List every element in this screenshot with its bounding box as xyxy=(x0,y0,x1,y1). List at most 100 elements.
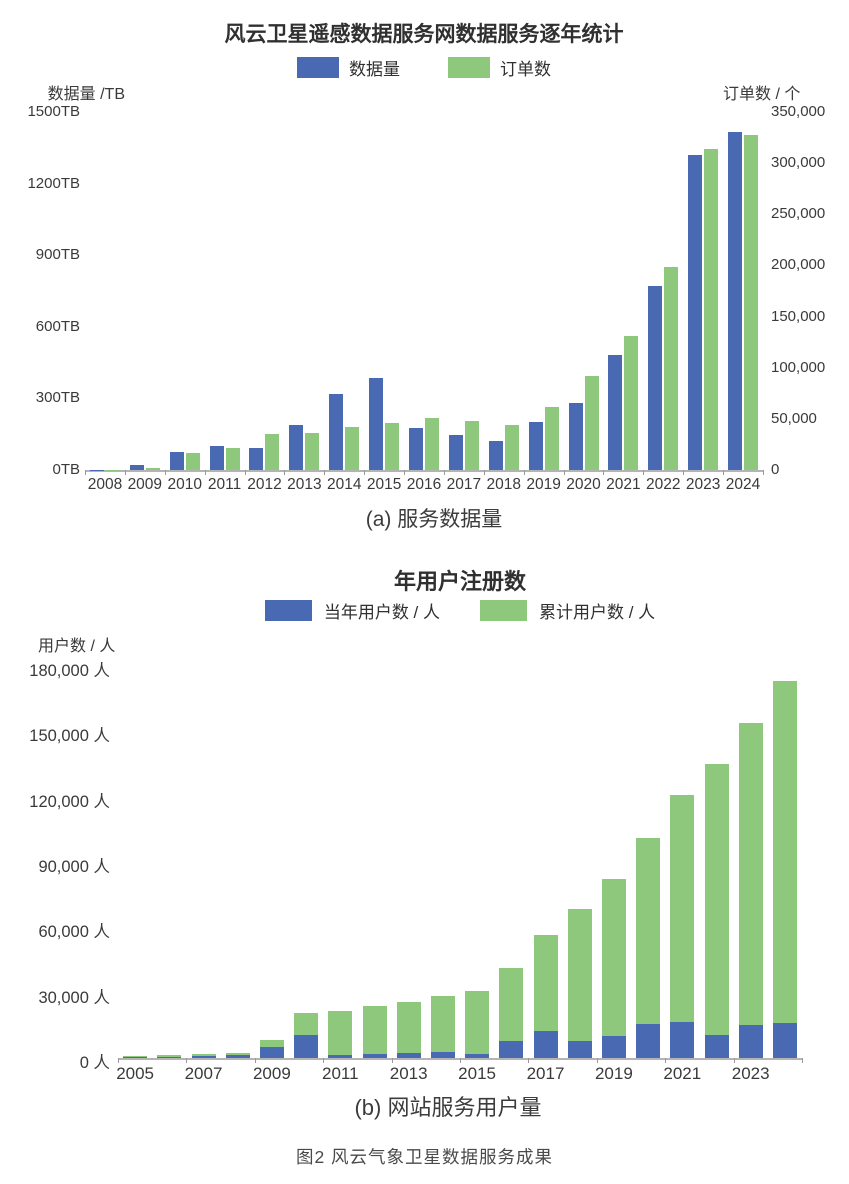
y-tick-label: 150,000 人 xyxy=(29,727,110,746)
bar-orders-2013 xyxy=(305,432,320,470)
bar-data-volume-2024 xyxy=(728,132,743,470)
bar-data-volume-2021 xyxy=(608,355,623,470)
chart-a-plot-area xyxy=(85,112,763,472)
x-axis-label: 2005 xyxy=(116,1064,155,1083)
y-tick-label: 100,000 xyxy=(771,358,826,376)
x-axis-label: 2009 xyxy=(252,1064,291,1083)
figure-caption: 图2 风云气象卫星数据服务成果 xyxy=(295,1147,554,1167)
y-tick-label: 180,000 人 xyxy=(29,662,110,680)
bar-data-volume-2020 xyxy=(568,403,583,470)
bar-current-users-2010 xyxy=(294,1035,319,1058)
chart-a-right-axis-header: 订单数 / 个 xyxy=(723,86,801,103)
x-axis-label: 2012 xyxy=(247,476,282,493)
bar-data-volume-2013 xyxy=(289,424,304,470)
bar-cumulative-users-2020 xyxy=(636,838,661,1058)
bar-current-users-2023 xyxy=(738,1025,763,1058)
x-axis-label: 2007 xyxy=(184,1064,223,1083)
bar-current-users-2007 xyxy=(191,1056,216,1058)
x-axis-label: 2014 xyxy=(326,476,362,493)
chart-b-plot-area xyxy=(118,666,802,1060)
bar-data-volume-2011 xyxy=(209,446,224,470)
bar-current-users-2009 xyxy=(259,1047,284,1058)
chart-a-legend-label-data-volume: 数据量 xyxy=(349,60,400,79)
x-axis-label: 2017 xyxy=(526,1064,565,1083)
x-axis-label: 2013 xyxy=(287,476,322,493)
x-axis-label: 2023 xyxy=(731,1064,770,1083)
bar-cumulative-users-2022 xyxy=(704,764,729,1058)
chart-b-legend-item-cumulative-users: 累计用户数 / 人 xyxy=(480,598,655,623)
bar-orders-2016 xyxy=(425,417,439,470)
y-tick-label: 250,000 xyxy=(771,205,826,223)
bar-data-volume-2022 xyxy=(648,286,663,470)
y-tick-label: 120,000 人 xyxy=(29,792,110,811)
bar-current-users-2018 xyxy=(567,1040,592,1058)
bar-current-users-2006 xyxy=(157,1056,182,1058)
bar-current-users-2019 xyxy=(601,1036,626,1058)
chart-a-right-axis-ticks: 350,000 300,000 250,000 200,000 150,000 100,0… xyxy=(771,0,846,500)
y-tick-label: 350,000 xyxy=(771,103,826,120)
x-axis-label: 2015 xyxy=(366,476,402,493)
x-axis-label: 2019 xyxy=(594,1064,633,1083)
bar-data-volume-2023 xyxy=(688,154,703,470)
bar-orders-2011 xyxy=(225,447,240,470)
bar-orders-2021 xyxy=(624,336,639,470)
legend-swatch-blue-icon xyxy=(297,57,339,78)
bar-orders-2023 xyxy=(704,148,719,470)
bar-current-users-2012 xyxy=(362,1053,387,1058)
bar-current-users-2008 xyxy=(225,1055,250,1058)
y-tick-label: 30,000 人 xyxy=(38,988,110,1007)
bar-cumulative-users-2011 xyxy=(328,1011,353,1058)
chart-a-left-axis-header: 数据量 /TB xyxy=(47,86,125,103)
y-tick-label: 60,000 人 xyxy=(38,923,110,942)
bar-current-users-2022 xyxy=(704,1035,729,1058)
bar-orders-2020 xyxy=(584,375,599,470)
x-axis-label: 2013 xyxy=(389,1064,428,1083)
chart-b-title: 年用户注册数 xyxy=(393,569,526,594)
bar-orders-2014 xyxy=(345,427,360,470)
y-tick-label: 0 人 xyxy=(79,1054,110,1072)
bar-orders-2009 xyxy=(145,467,160,470)
bar-current-users-2021 xyxy=(670,1022,695,1058)
chart-b-legend-label-cumulative-users: 累计用户数 / 人 xyxy=(539,603,656,622)
bar-data-volume-2012 xyxy=(249,448,264,470)
bar-orders-2015 xyxy=(385,422,400,470)
bar-data-volume-2016 xyxy=(409,428,423,470)
x-axis-label: 2011 xyxy=(207,476,242,493)
legend-swatch-green-icon xyxy=(480,600,527,621)
x-axis-label: 2021 xyxy=(606,476,641,493)
bar-current-users-2011 xyxy=(328,1055,353,1058)
legend-swatch-blue-icon xyxy=(264,600,312,621)
y-tick-label: 300TB xyxy=(35,389,80,407)
x-axis-label: 2021 xyxy=(663,1064,702,1083)
y-tick-label: 150,000 xyxy=(771,307,826,325)
x-axis-label: 2011 xyxy=(322,1064,359,1083)
bar-orders-2024 xyxy=(744,134,759,470)
bar-orders-2017 xyxy=(464,420,479,470)
bar-cumulative-users-2015 xyxy=(465,990,490,1058)
bar-current-users-2020 xyxy=(636,1024,661,1058)
y-tick-label: 0 xyxy=(771,461,780,478)
y-tick-label: 900TB xyxy=(35,246,80,264)
bar-current-users-2016 xyxy=(499,1041,524,1058)
bar-cumulative-users-2012 xyxy=(362,1005,387,1058)
bar-cumulative-users-2021 xyxy=(670,794,695,1058)
bar-cumulative-users-2014 xyxy=(430,995,455,1058)
chart-a-legend-item-data-volume: 数据量 xyxy=(297,55,400,80)
x-axis-tick xyxy=(802,1058,803,1063)
x-axis-label: 2017 xyxy=(446,476,482,493)
bar-orders-2010 xyxy=(185,452,200,470)
x-axis-label: 2020 xyxy=(566,476,601,493)
x-axis-label: 2010 xyxy=(167,476,202,493)
chart-b-axis-header: 用户数 / 人 xyxy=(38,638,116,655)
bar-cumulative-users-2013 xyxy=(396,1002,421,1058)
y-tick-label: 600TB xyxy=(35,317,80,335)
bar-current-users-2024 xyxy=(772,1022,797,1058)
chart-a-caption: (a) 服务数据量 xyxy=(365,508,503,531)
x-axis-label: 2009 xyxy=(127,476,163,493)
bar-data-volume-2009 xyxy=(129,465,144,470)
bar-data-volume-2017 xyxy=(448,435,463,470)
chart-a-legend-item-orders: 订单数 xyxy=(448,55,551,80)
y-tick-label: 50,000 xyxy=(771,409,817,427)
bar-current-users-2015 xyxy=(465,1054,490,1058)
